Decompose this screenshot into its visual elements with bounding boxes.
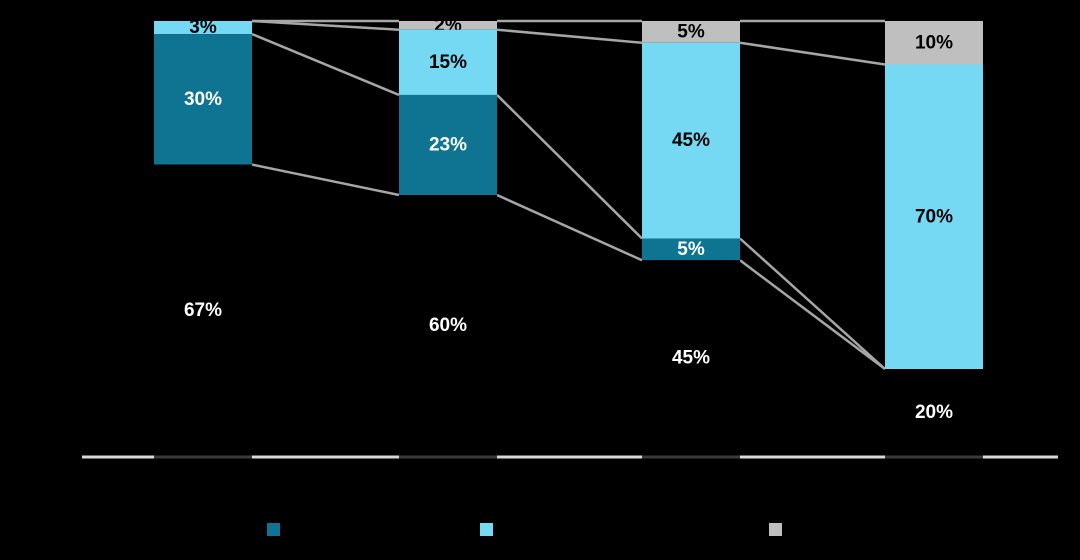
bar-segment-gray-segment — [399, 21, 497, 30]
segment-label: 70% — [915, 206, 953, 227]
segment-label: 5% — [677, 21, 705, 42]
connector-line — [739, 237, 886, 370]
segment-label: 67% — [184, 300, 222, 321]
segment-label: 15% — [429, 52, 467, 73]
bar-segment-gray-segment — [885, 21, 983, 65]
bar-segment-gray-segment — [642, 21, 740, 43]
connector-line — [739, 41, 886, 66]
bar-segment-dark-teal-segment — [642, 238, 740, 261]
x-axis-line-under-bar — [642, 455, 740, 459]
x-axis-line-under-bar — [885, 455, 983, 459]
legend-item-light-blue — [480, 523, 499, 536]
segment-label: 45% — [672, 130, 710, 151]
segment-label: 5% — [677, 239, 705, 260]
connector-line — [251, 19, 400, 31]
bar-segment-light-blue-segment — [399, 29, 497, 95]
x-axis-line-under-bar — [399, 455, 497, 459]
bar-segment-background-black-segment — [885, 369, 983, 456]
connector-line — [251, 163, 400, 197]
x-axis-line — [82, 455, 1058, 459]
segment-label: 30% — [184, 89, 222, 110]
x-axis-line-under-bar — [154, 455, 252, 459]
legend-item-dark-teal — [267, 523, 286, 536]
bar-segment-light-blue-segment — [154, 21, 252, 35]
bar-segment-light-blue-segment — [885, 64, 983, 369]
bar-segment-dark-teal-segment — [399, 94, 497, 195]
connector-line — [251, 32, 400, 97]
legend-swatch-gray — [769, 523, 782, 536]
bar-segment-dark-teal-segment — [154, 34, 252, 165]
segment-label: 3% — [189, 17, 217, 38]
segment-label: 60% — [429, 315, 467, 336]
connector-line — [739, 259, 886, 370]
connector-line — [496, 193, 643, 262]
bar-segment-background-black-segment — [399, 195, 497, 456]
connector-line — [496, 94, 643, 240]
segment-label: 23% — [429, 134, 467, 155]
bar-segment-background-black-segment — [642, 260, 740, 456]
segment-label: 10% — [915, 32, 953, 53]
legend-swatch-light-blue — [480, 523, 493, 536]
connector-line — [496, 28, 643, 44]
legend-swatch-dark-teal — [267, 523, 280, 536]
segment-label: 20% — [915, 402, 953, 423]
legend-item-gray — [769, 523, 788, 536]
bar-segment-light-blue-segment — [642, 42, 740, 239]
bar-segment-background-black-segment — [154, 164, 252, 457]
segment-label: 45% — [672, 348, 710, 369]
